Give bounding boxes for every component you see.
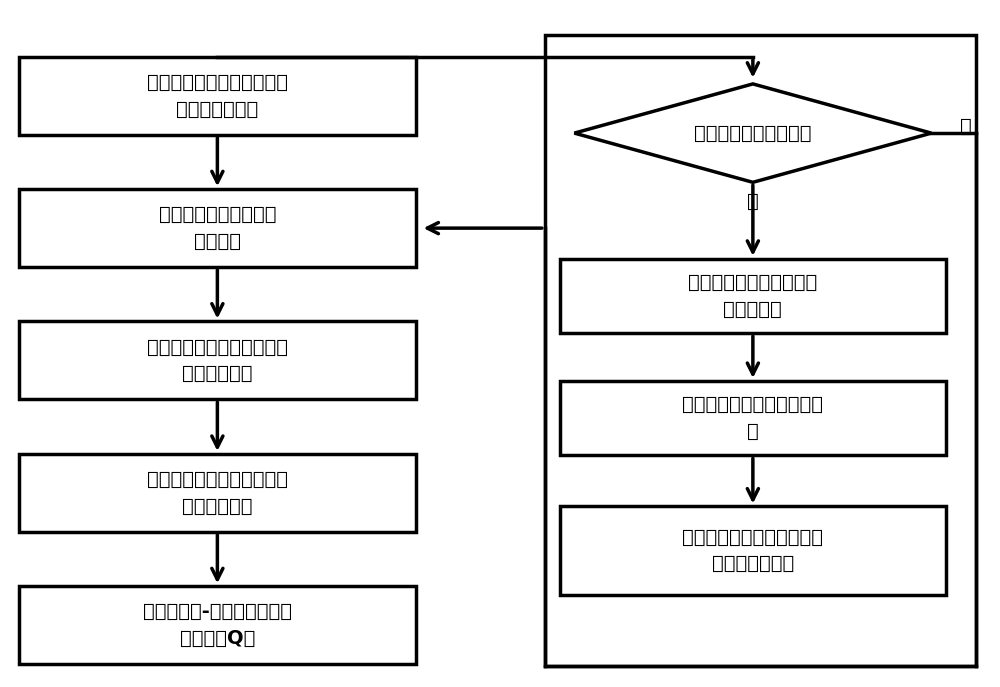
FancyBboxPatch shape [560,259,946,333]
Polygon shape [574,84,931,182]
Text: 针对该状态-动作配对计算强
化学习中Q值: 针对该状态-动作配对计算强 化学习中Q值 [143,602,292,648]
Text: 是: 是 [747,192,759,210]
Text: 确定强化学习的状态集、动
作集和回报函数: 确定强化学习的状态集、动 作集和回报函数 [147,73,288,119]
Text: 在可变限速指示牌发布限速
值: 在可变限速指示牌发布限速 值 [682,396,823,441]
Text: 否: 否 [960,117,972,136]
FancyBboxPatch shape [19,322,416,399]
FancyBboxPatch shape [19,189,416,267]
FancyBboxPatch shape [19,57,416,135]
Text: 计算该动作导致的交通流状
态转移回报值: 计算该动作导致的交通流状 态转移回报值 [147,470,288,515]
Text: 基于当前交通流状态选择一
个限速值动作: 基于当前交通流状态选择一 个限速值动作 [147,338,288,383]
FancyBboxPatch shape [19,586,416,664]
FancyBboxPatch shape [560,381,946,455]
Text: 采集可变限速控制后的限速
值与交通流数据: 采集可变限速控制后的限速 值与交通流数据 [682,528,823,573]
FancyBboxPatch shape [560,506,946,595]
Text: 智能体训练是否结束？: 智能体训练是否结束？ [694,124,812,143]
Text: 针对当前交通流状态选择
最优限速值: 针对当前交通流状态选择 最优限速值 [688,273,818,319]
FancyBboxPatch shape [19,454,416,532]
Text: 感知快速道路上交通流
运行状态: 感知快速道路上交通流 运行状态 [159,205,276,251]
